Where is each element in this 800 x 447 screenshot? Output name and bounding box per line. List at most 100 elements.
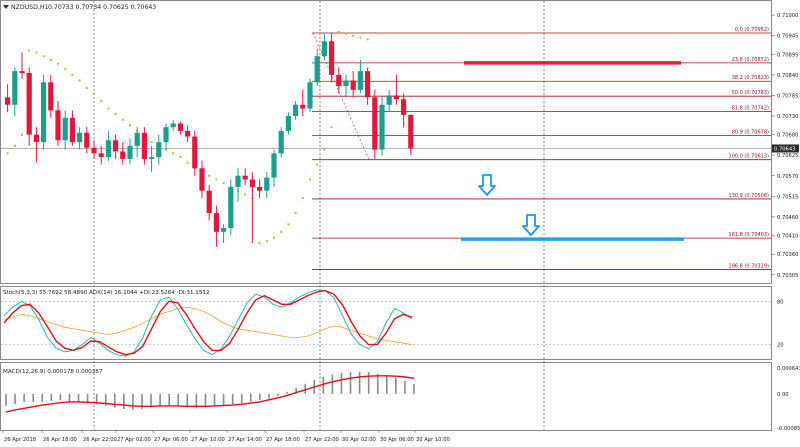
sar-dot-48 [352, 34, 355, 37]
candle-body-4 [33, 134, 39, 143]
price-axis: 0.71000 0.70945 0.70895 0.70840 0.70785 0.707… [771, 13, 799, 279]
candle-body-31 [228, 186, 234, 229]
fib-label-3: 50.0 (0.70783) [732, 90, 769, 96]
sar-dot-46 [337, 30, 340, 33]
price-tick-label-11: 0.70410 [777, 234, 798, 240]
fib-label-6: 100.0 (0.70613) [729, 154, 770, 160]
current-price-badge [772, 144, 799, 153]
time-tick-label-9: 30 Apr 02:00 [342, 437, 376, 443]
candle-body-17 [127, 145, 133, 159]
sar-dot-37 [273, 236, 275, 239]
candle-body-28 [206, 190, 212, 214]
candle-body-41 [300, 104, 306, 109]
time-tick-label-0: 26 Apr 2018 [4, 437, 36, 443]
annotations [461, 61, 684, 241]
candle-body-34 [249, 179, 255, 187]
candle-body-52 [379, 104, 385, 150]
candle-body-9 [69, 117, 75, 143]
sar-dot-44 [323, 148, 326, 151]
sar-dot-41 [301, 197, 304, 200]
candle-body-26 [192, 136, 198, 169]
candle-body-29 [213, 213, 219, 232]
price-tick-label-6: 0.70680 [777, 133, 798, 139]
candle-body-32 [235, 175, 241, 187]
candle-body-43 [314, 56, 320, 83]
macd-label: MACD(12,26,9) 0.000178 0.000387 [3, 369, 103, 375]
sar-dot-17 [129, 124, 131, 127]
price-tick-label-4: 0.70785 [777, 93, 798, 99]
candle-body-55 [401, 99, 407, 115]
candle-body-38 [278, 130, 284, 154]
sar-dot-30 [222, 182, 225, 185]
candle-body-36 [264, 177, 270, 191]
sar-dot-13 [100, 100, 103, 103]
down-arrow-icon-2 [522, 214, 540, 236]
header-triangle-icon [3, 5, 9, 9]
sar-dot-39 [287, 223, 290, 226]
candle-body-50 [365, 71, 371, 98]
candle-body-33 [242, 175, 248, 180]
candle-body-16 [120, 151, 126, 159]
sar-dot-11 [85, 86, 88, 89]
fib-label-0: 0.0 (0.70952) [735, 27, 769, 33]
stochastic-indicator: 80 20 [1, 289, 784, 357]
candle-body-19 [141, 132, 147, 159]
sar-dot-8 [64, 68, 67, 71]
candle-body-0 [5, 97, 11, 105]
price-tick-label-2: 0.70895 [777, 52, 798, 58]
stoch-tick-label-1: 20 [777, 343, 784, 349]
adx-line [3, 306, 413, 345]
sar-dot-28 [208, 174, 211, 177]
candle-body-5 [41, 82, 47, 143]
fib-label-1: 23.6 (0.70872) [732, 57, 769, 63]
time-tick-label-7: 27 Apr 18:00 [266, 437, 300, 443]
period-separators [93, 1, 545, 430]
sar-dot-36 [265, 240, 268, 243]
sar-dot-29 [215, 178, 218, 181]
sar-dot-10 [78, 79, 81, 82]
time-tick-label-5: 27 Apr 10:00 [191, 437, 225, 443]
candle-body-8 [62, 117, 68, 141]
sar-dot-16 [121, 118, 124, 121]
candle-body-53 [386, 95, 392, 105]
fib-label-8: 161.8 (0.70403) [729, 232, 770, 238]
price-tick-label-12: 0.70360 [777, 252, 798, 258]
sar-dot-33 [244, 193, 247, 196]
candle-body-21 [156, 142, 162, 158]
macd-tick-label-2: -0.000851 [777, 426, 800, 432]
fib-label-4: 61.8 (0.70742) [732, 105, 769, 111]
candle-body-37 [271, 153, 277, 178]
sar-dot-7 [57, 62, 59, 65]
time-tick-label-6: 27 Apr 14:00 [228, 437, 262, 443]
candle-body-45 [329, 41, 335, 75]
macd-tick-label-0: 0.000643 [777, 366, 800, 372]
macd-panel-frame [0, 362, 772, 431]
candle-body-44 [321, 41, 327, 57]
sar-dot-50 [366, 38, 369, 41]
fib-label-2: 38.2 (0.70823) [732, 75, 769, 81]
fib-label-5: 80.9 (0.70678) [732, 129, 769, 135]
candle-body-20 [149, 157, 155, 159]
chart-header: NZDUSD,H1 0.70733 0.70734 0.70625 0.7064… [3, 4, 156, 11]
candle-body-47 [343, 80, 349, 87]
price-tick-label-10: 0.70460 [777, 215, 798, 221]
sar-dot-0 [6, 152, 9, 155]
time-tick-label-11: 30 Apr 10:00 [416, 437, 450, 443]
candle-body-23 [170, 123, 176, 128]
sar-dot-3 [28, 49, 31, 52]
stoch-panel-frame [0, 286, 772, 360]
candle-body-22 [163, 127, 169, 143]
sar-dot-20 [150, 141, 153, 144]
sar-dot-45 [330, 126, 333, 129]
sar-dot-35 [258, 242, 261, 245]
candle-body-18 [134, 132, 140, 146]
sar-dot-6 [49, 58, 52, 61]
sar-dot-24 [179, 156, 182, 159]
candle-body-46 [336, 74, 342, 87]
sar-dot-15 [114, 113, 117, 116]
price-tick-label-0: 0.71000 [777, 13, 798, 19]
sar-dot-42 [309, 178, 311, 181]
sar-dot-2 [21, 133, 23, 136]
time-axis: 26 Apr 2018 26 Apr 18:00 26 Apr 22:00 27 Ap… [2, 430, 450, 443]
